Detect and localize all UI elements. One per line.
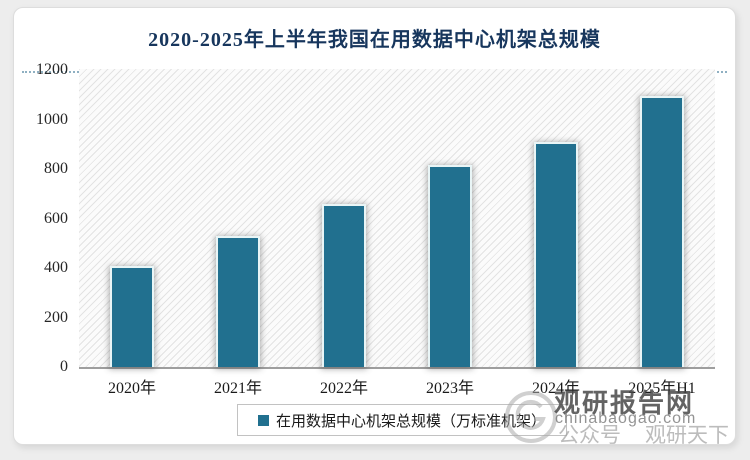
x-label-2025年H1: 2025年H1	[628, 380, 696, 397]
x-label-2022年: 2022年	[319, 380, 368, 397]
legend-label: 在用数据中心机架总规模（万标准机架）	[275, 413, 546, 430]
bar-2020年	[110, 266, 154, 367]
bar-2022年	[322, 204, 366, 367]
x-label-2020年: 2020年	[107, 380, 156, 397]
plot-area	[79, 69, 715, 369]
y-tick-label: 800	[44, 160, 68, 177]
y-tick-label: 1000	[36, 110, 68, 128]
legend: 在用数据中心机架总规模（万标准机架）	[237, 404, 567, 436]
bar-2025年H1	[640, 96, 684, 367]
y-tick-label: 0	[60, 358, 68, 375]
bar-2023年	[428, 165, 472, 367]
x-axis-labels: 2020年 2021年 2022年 2023年 2024年 2025年H1	[79, 374, 715, 397]
y-tick-label: 600	[44, 209, 68, 227]
x-label-2023年: 2023年	[425, 380, 474, 397]
y-tick-label: 200	[44, 308, 68, 326]
chart-title: 2020-2025年上半年我国在用数据中心机架总规模	[148, 29, 601, 51]
chart-card: 2020-2025年上半年我国在用数据中心机架总规模 0 200 400 600 800…	[13, 7, 736, 445]
y-tick-label: 1200	[36, 61, 68, 78]
x-label-2024年: 2024年	[531, 380, 580, 397]
x-label-2021年: 2021年	[213, 380, 262, 397]
legend-marker-icon	[257, 414, 269, 426]
bar-2024年	[534, 142, 578, 367]
y-tick-label: 400	[44, 259, 68, 276]
bar-2021年	[216, 236, 260, 367]
